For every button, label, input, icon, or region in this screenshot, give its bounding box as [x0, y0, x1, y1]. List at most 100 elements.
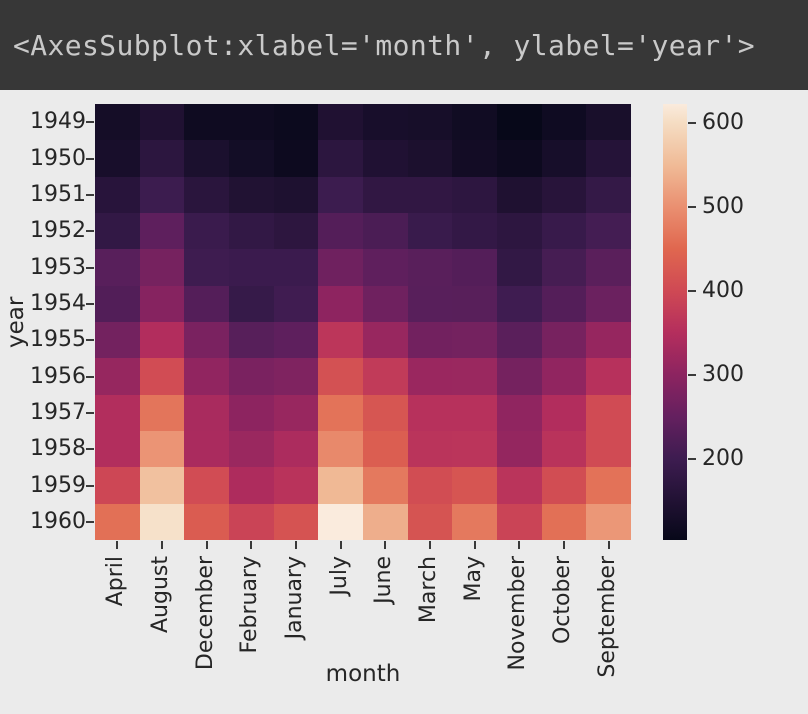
heatmap-cell [229, 358, 274, 395]
heatmap-cell [318, 285, 363, 322]
y-tick-label: 1960 [30, 508, 86, 534]
x-tick-label: February [237, 556, 263, 654]
heatmap-cell [95, 503, 140, 540]
y-axis-label: year [3, 296, 29, 348]
x-axis-label: month [325, 661, 401, 687]
y-tick-mark [86, 193, 94, 196]
heatmap-cell [363, 321, 408, 359]
y-tick-mark [86, 339, 94, 342]
heatmap-cell [497, 394, 542, 431]
heatmap-cell [95, 140, 140, 177]
heatmap-cell [139, 104, 185, 141]
colorbar-tick-mark [688, 374, 696, 377]
heatmap-cell [139, 176, 185, 213]
heatmap-cell [452, 467, 497, 504]
colorbar [663, 104, 687, 540]
colorbar-tick-label: 300 [702, 362, 744, 388]
x-tick-label: November [505, 556, 531, 671]
heatmap-cell [95, 176, 140, 213]
heatmap-cell [229, 176, 274, 213]
x-tick-label: April [103, 556, 129, 607]
y-tick-label: 1955 [30, 327, 86, 353]
heatmap-cell [452, 321, 497, 359]
y-tick-mark [86, 375, 94, 378]
heatmap-cell [497, 430, 542, 468]
x-tick-label: July [326, 556, 352, 596]
heatmap-cell [95, 467, 140, 504]
x-tick-label: December [192, 556, 218, 671]
x-tick-mark [473, 541, 476, 549]
heatmap-cell [586, 358, 631, 395]
y-tick-label: 1957 [30, 399, 86, 425]
heatmap-cell [273, 285, 319, 322]
heatmap-cell [229, 140, 274, 177]
heatmap-cell [497, 212, 542, 250]
y-tick-label: 1958 [30, 436, 86, 462]
heatmap-cell [184, 358, 229, 395]
heatmap-cell [407, 285, 453, 322]
heatmap-cell [184, 285, 229, 322]
heatmap-cell [229, 212, 274, 250]
heatmap-cell [497, 176, 542, 213]
heatmap-cell [363, 104, 408, 141]
heatmap-cell [541, 467, 587, 504]
heatmap-cell [497, 358, 542, 395]
heatmap-cell [407, 249, 453, 286]
colorbar-tick-mark [688, 458, 696, 461]
heatmap-cell [586, 285, 631, 322]
heatmap-cell [184, 249, 229, 286]
x-tick-mark [205, 541, 208, 549]
heatmap-cell [497, 285, 542, 322]
heatmap-cell [541, 104, 587, 141]
heatmap-cell [318, 249, 363, 286]
heatmap-cell [95, 212, 140, 250]
y-tick-mark [86, 484, 94, 487]
y-tick-label: 1950 [30, 145, 86, 171]
heatmap-cell [586, 249, 631, 286]
heatmap-cell [139, 430, 185, 468]
colorbar-tick-mark [688, 121, 696, 124]
y-tick-label: 1959 [30, 472, 86, 498]
x-tick-label: June [371, 556, 397, 604]
y-tick-mark [86, 230, 94, 233]
heatmap-cell [229, 104, 274, 141]
heatmap-cell [541, 212, 587, 250]
heatmap-cell [586, 140, 631, 177]
heatmap-cell [229, 430, 274, 468]
colorbar-tick-label: 400 [702, 277, 744, 303]
x-tick-mark [250, 541, 253, 549]
heatmap-grid [95, 104, 631, 540]
heatmap-cell [273, 358, 319, 395]
heatmap-cell [229, 503, 274, 540]
heatmap-cell [363, 503, 408, 540]
heatmap-cell [363, 285, 408, 322]
heatmap-cell [452, 430, 497, 468]
heatmap-cell [139, 321, 185, 359]
y-tick-label: 1954 [30, 290, 86, 316]
heatmap-cell [273, 394, 319, 431]
heatmap-cell [95, 249, 140, 286]
heatmap-cell [318, 212, 363, 250]
heatmap-cell [318, 503, 363, 540]
heatmap-cell [541, 321, 587, 359]
heatmap-cell [273, 104, 319, 141]
heatmap-cell [363, 249, 408, 286]
heatmap-cell [184, 140, 229, 177]
heatmap-cell [541, 140, 587, 177]
heatmap-cell [452, 394, 497, 431]
heatmap-cell [273, 212, 319, 250]
heatmap-cell [184, 104, 229, 141]
heatmap-cell [229, 467, 274, 504]
heatmap-cell [541, 176, 587, 213]
heatmap-cell [586, 467, 631, 504]
heatmap-cell [452, 503, 497, 540]
heatmap-cell [229, 321, 274, 359]
heatmap-cell [363, 212, 408, 250]
heatmap-cell [541, 249, 587, 286]
heatmap-cell [586, 212, 631, 250]
heatmap-cell [318, 430, 363, 468]
heatmap-cell [184, 394, 229, 431]
heatmap-cell [452, 104, 497, 141]
heatmap-cell [273, 430, 319, 468]
heatmap-cell [273, 503, 319, 540]
